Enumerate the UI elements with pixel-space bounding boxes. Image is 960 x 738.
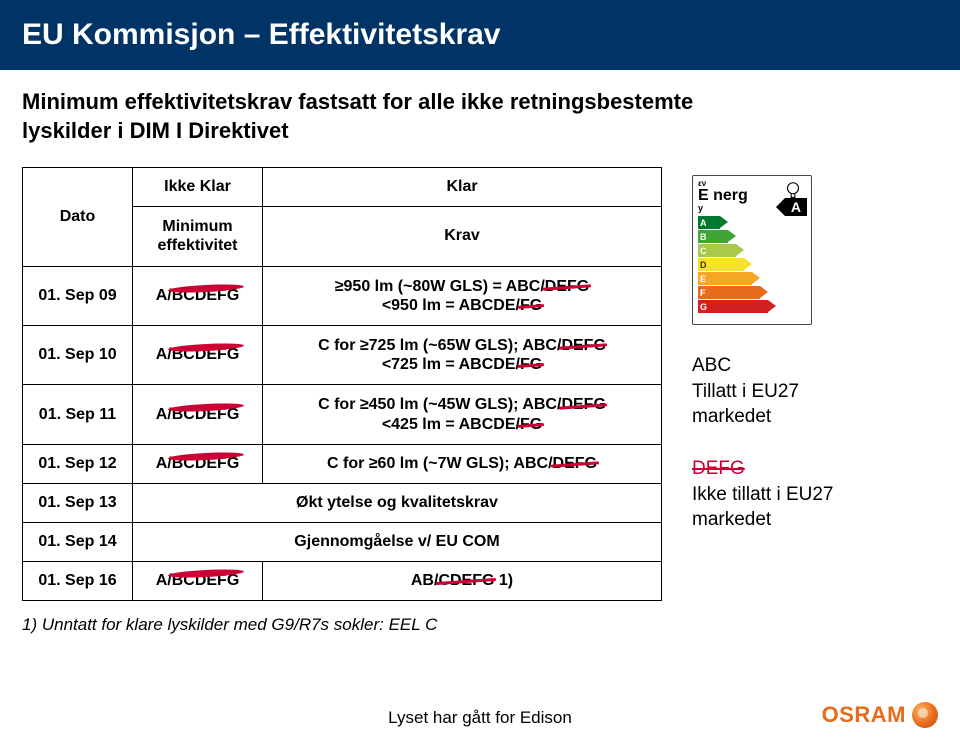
anno-defg: DEFG Ikke tillatt i EU27 markedet <box>692 456 938 533</box>
kr-pre: AB/ <box>411 572 439 589</box>
krav-l2a: <425 lm = ABCDE/ <box>382 416 520 433</box>
krav-l2-struck: FG <box>520 415 542 434</box>
page-title: EU Kommisjon – Effektivitetskrav <box>0 0 960 70</box>
cell-min: A/BCDEFG <box>133 266 263 325</box>
min-struck: BCDEFG <box>172 455 240 473</box>
bar-c: C <box>698 244 736 257</box>
anno-abc: ABC Tillatt i EU27 markedet <box>692 353 938 430</box>
energy-word-sub: y <box>698 204 748 213</box>
selected-rating: A <box>785 198 807 216</box>
kr-suf: 1) <box>494 572 513 589</box>
anno-abc-l1: Tillatt i EU27 <box>692 381 799 402</box>
row-sep10: 01. Sep 10 A/BCDEFG C for ≥725 lm (~65W … <box>23 325 662 384</box>
kr-struck: CDEFG <box>438 572 494 590</box>
energy-word-mid: E nerg <box>698 188 748 204</box>
side-panel: εν E nerg y <box>692 167 938 635</box>
cell-dato: 01. Sep 12 <box>23 444 133 483</box>
subtitle-line1: Minimum effektivitetskrav fastsatt for a… <box>22 89 693 114</box>
subtitle-line2: lyskilder i DIM I Direktivet <box>22 118 289 143</box>
bar-a: A <box>698 216 720 229</box>
th-min-l2: effektivitet <box>157 237 237 254</box>
cell-dato: 01. Sep 13 <box>23 483 133 522</box>
cell-dato: 01. Sep 11 <box>23 385 133 444</box>
cell-krav: ≥950 lm (~80W GLS) = ABC/DEFG <950 lm = … <box>263 266 662 325</box>
th-min-l1: Minimum <box>162 218 232 235</box>
main-columns: Dato Ikke Klar Klar Minimum effektivitet… <box>22 167 938 635</box>
min-struck: BCDEFG <box>172 406 240 424</box>
row-sep13: 01. Sep 13 Økt ytelse og kvalitetskrav <box>23 483 662 522</box>
krav-l1a: ≥950 lm (~80W GLS) = ABC/ <box>335 278 545 295</box>
krav-l1-struck: DEFG <box>561 395 605 414</box>
requirements-table: Dato Ikke Klar Klar Minimum effektivitet… <box>22 167 662 601</box>
energy-bars: A B C D E F G <box>698 216 806 313</box>
cell-dato: 01. Sep 14 <box>23 522 133 561</box>
min-struck: BCDEFG <box>172 287 240 305</box>
row-sep12: 01. Sep 12 A/BCDEFG C for ≥60 lm (~7W GL… <box>23 444 662 483</box>
defg-text: DEFG <box>692 458 745 479</box>
krav-l2-struck: FG <box>520 296 542 315</box>
cell-krav: C for ≥725 lm (~65W GLS); ABC/DEFG <725 … <box>263 325 662 384</box>
row-sep09: 01. Sep 09 A/BCDEFG ≥950 lm (~80W GLS) =… <box>23 266 662 325</box>
krav-l1a: C for ≥60 lm (~7W GLS); ABC/ <box>327 455 553 472</box>
th-klar: Klar <box>263 168 662 207</box>
cell-span: Gjennomgåelse v/ EU COM <box>133 522 662 561</box>
bar-g: G <box>698 300 768 313</box>
row-sep14: 01. Sep 14 Gjennomgåelse v/ EU COM <box>23 522 662 561</box>
defg-label: DEFG <box>692 458 745 479</box>
krav-l2a: <950 lm = ABCDE/ <box>382 297 520 314</box>
cell-dato: 01. Sep 09 <box>23 266 133 325</box>
cell-dato: 01. Sep 16 <box>23 561 133 600</box>
krav-l1-struck: DEFG <box>545 277 589 296</box>
krav-l1a: C for ≥725 lm (~65W GLS); ABC/ <box>318 337 561 354</box>
table-wrap: Dato Ikke Klar Klar Minimum effektivitet… <box>22 167 662 635</box>
krav-l2-struck: FG <box>520 355 542 374</box>
krav-l2a: <725 lm = ABCDE/ <box>382 356 520 373</box>
row-sep16: 01. Sep 16 A/BCDEFG AB/CDEFG 1) <box>23 561 662 600</box>
footer-text: Lyset har gått for Edison <box>388 708 572 728</box>
cell-krav: AB/CDEFG 1) <box>263 561 662 600</box>
th-min: Minimum effektivitet <box>133 207 263 266</box>
cell-dato: 01. Sep 10 <box>23 325 133 384</box>
abc-label: ABC <box>692 355 731 376</box>
energy-word: εν E nerg y <box>698 180 748 213</box>
krav-l1-struck: DEFG <box>553 455 597 473</box>
th-ikke-klar: Ikke Klar <box>133 168 263 207</box>
cell-min: A/BCDEFG <box>133 325 263 384</box>
bar-f: F <box>698 286 760 299</box>
anno-defg-l2: markedet <box>692 509 771 530</box>
brand: OSRAM <box>822 702 938 728</box>
bar-e: E <box>698 272 752 285</box>
th-krav: Krav <box>263 207 662 266</box>
cell-min: A/BCDEFG <box>133 444 263 483</box>
footnote: 1) Unntatt for klare lyskilder med G9/R7… <box>22 615 662 635</box>
min-struck: BCDEFG <box>172 572 240 590</box>
brand-logo-icon <box>912 702 938 728</box>
content-area: Minimum effektivitetskrav fastsatt for a… <box>0 70 960 635</box>
row-sep11: 01. Sep 11 A/BCDEFG C for ≥450 lm (~45W … <box>23 385 662 444</box>
min-struck: BCDEFG <box>172 346 240 364</box>
e-mid: E nerg <box>698 187 748 204</box>
th-dato: Dato <box>23 168 133 266</box>
anno-abc-l2: markedet <box>692 406 771 427</box>
cell-krav: C for ≥450 lm (~45W GLS); ABC/DEFG <425 … <box>263 385 662 444</box>
cell-span: Økt ytelse og kvalitetskrav <box>133 483 662 522</box>
cell-min: A/BCDEFG <box>133 385 263 444</box>
footer: Lyset har gått for Edison <box>0 708 960 728</box>
anno-defg-l1: Ikke tillatt i EU27 <box>692 484 834 505</box>
energy-label: εν E nerg y <box>692 175 812 325</box>
brand-text: OSRAM <box>822 702 906 728</box>
krav-l1a: C for ≥450 lm (~45W GLS); ABC/ <box>318 396 561 413</box>
cell-min: A/BCDEFG <box>133 561 263 600</box>
subtitle: Minimum effektivitetskrav fastsatt for a… <box>22 88 938 145</box>
bar-d: D <box>698 258 744 271</box>
krav-l1-struck: DEFG <box>561 336 605 355</box>
cell-krav: C for ≥60 lm (~7W GLS); ABC/DEFG <box>263 444 662 483</box>
bar-b: B <box>698 230 728 243</box>
header-row-1: Dato Ikke Klar Klar <box>23 168 662 207</box>
